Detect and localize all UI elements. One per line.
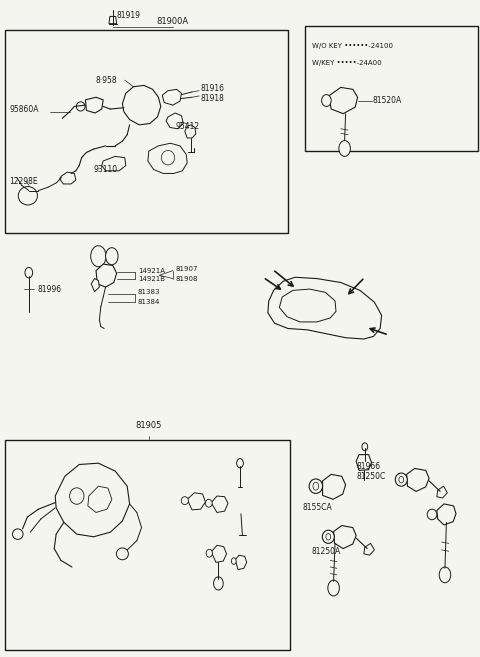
Text: 81908: 81908 [175, 275, 198, 282]
Text: 81907: 81907 [175, 266, 198, 273]
Circle shape [106, 248, 118, 265]
Text: 81383: 81383 [138, 289, 160, 296]
Ellipse shape [161, 150, 175, 165]
Polygon shape [109, 16, 117, 24]
Ellipse shape [322, 95, 331, 106]
Ellipse shape [117, 548, 129, 560]
Circle shape [326, 533, 331, 540]
Text: 81918: 81918 [201, 94, 225, 103]
Circle shape [313, 482, 319, 490]
Text: 81966: 81966 [356, 462, 380, 471]
Text: 81996: 81996 [37, 284, 61, 294]
Polygon shape [279, 289, 336, 322]
Text: 12298E: 12298E [10, 177, 38, 186]
FancyBboxPatch shape [5, 440, 290, 650]
Text: 8·958: 8·958 [96, 76, 118, 85]
Text: 81900A: 81900A [157, 17, 189, 26]
Polygon shape [55, 463, 130, 537]
Ellipse shape [70, 487, 84, 505]
Polygon shape [88, 486, 112, 512]
Ellipse shape [181, 497, 188, 505]
FancyBboxPatch shape [305, 26, 478, 151]
Polygon shape [334, 526, 356, 549]
Polygon shape [166, 113, 183, 129]
Text: 81919: 81919 [116, 11, 140, 20]
Polygon shape [329, 87, 358, 114]
Polygon shape [96, 264, 117, 287]
Text: 14921A: 14921A [138, 267, 165, 274]
Polygon shape [235, 555, 247, 570]
Ellipse shape [309, 479, 323, 493]
Ellipse shape [206, 549, 212, 557]
Polygon shape [323, 474, 346, 499]
Polygon shape [437, 504, 456, 525]
Polygon shape [211, 496, 228, 512]
Polygon shape [102, 156, 126, 171]
Text: 14921B: 14921B [138, 276, 165, 283]
Circle shape [362, 443, 368, 451]
Ellipse shape [18, 187, 37, 205]
Circle shape [328, 580, 339, 596]
Polygon shape [407, 468, 429, 491]
Text: 81250C: 81250C [356, 472, 385, 481]
Polygon shape [364, 543, 374, 555]
Circle shape [25, 267, 33, 278]
Ellipse shape [427, 509, 437, 520]
Ellipse shape [205, 499, 212, 507]
Polygon shape [162, 89, 181, 105]
Text: 95412: 95412 [175, 122, 199, 131]
Circle shape [439, 567, 451, 583]
Text: 81905: 81905 [136, 421, 162, 430]
Text: 93110: 93110 [94, 165, 118, 174]
Polygon shape [187, 493, 205, 510]
Text: 81520A: 81520A [373, 96, 402, 105]
Text: W/O KEY ••••••-24100: W/O KEY ••••••-24100 [312, 43, 393, 49]
Text: 8155CA: 8155CA [302, 503, 332, 512]
Circle shape [399, 476, 404, 483]
Ellipse shape [395, 473, 407, 486]
Circle shape [214, 577, 223, 590]
Polygon shape [122, 85, 161, 125]
Text: W/KEY •••••-24A00: W/KEY •••••-24A00 [312, 60, 382, 66]
Text: 95860A: 95860A [10, 105, 39, 114]
Ellipse shape [323, 530, 334, 543]
Ellipse shape [231, 558, 236, 564]
Text: 81384: 81384 [138, 298, 160, 305]
Text: 81916: 81916 [201, 83, 225, 93]
Polygon shape [185, 125, 196, 138]
FancyBboxPatch shape [5, 30, 288, 233]
Polygon shape [60, 172, 76, 184]
Polygon shape [91, 279, 99, 292]
Polygon shape [148, 143, 187, 173]
Polygon shape [85, 97, 103, 113]
Ellipse shape [76, 102, 85, 111]
Circle shape [237, 459, 243, 468]
Polygon shape [437, 486, 447, 498]
Polygon shape [356, 455, 372, 470]
Circle shape [339, 141, 350, 156]
Polygon shape [268, 277, 382, 339]
Text: 81250A: 81250A [312, 547, 341, 556]
Ellipse shape [12, 529, 23, 539]
Polygon shape [211, 545, 227, 562]
Circle shape [91, 246, 106, 267]
